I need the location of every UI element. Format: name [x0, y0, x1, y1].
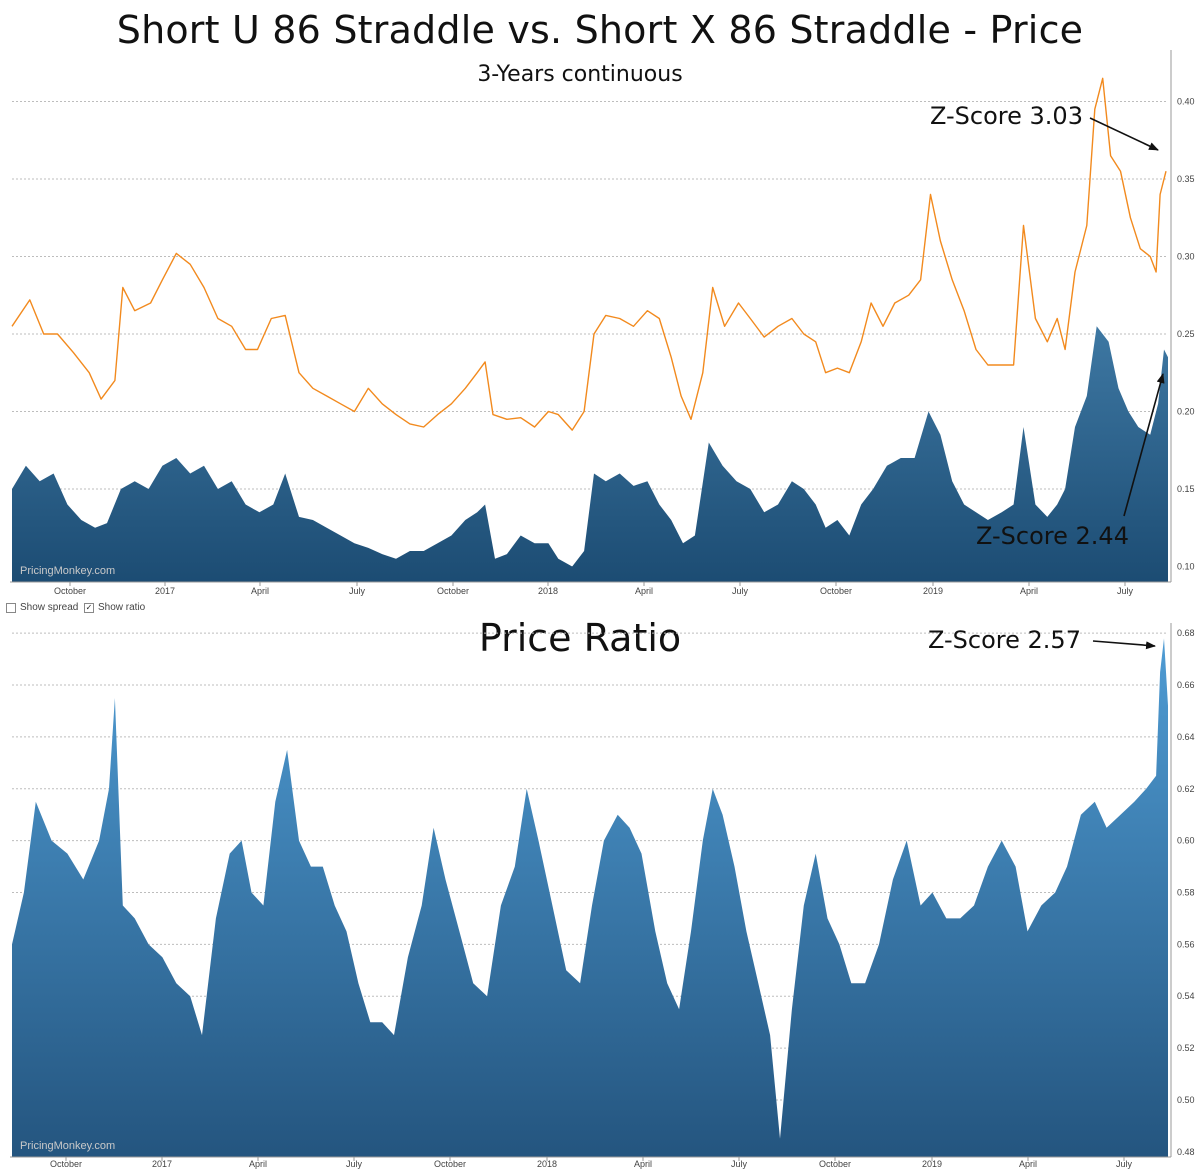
ratio-y-tick-label: 0.58 — [1177, 888, 1195, 898]
price-y-tick-label: 0.35 — [1177, 174, 1195, 184]
price-y-tick-label: 0.15 — [1177, 484, 1195, 494]
ratio-area-series — [12, 638, 1168, 1157]
price-area-series — [12, 326, 1168, 582]
show-ratio-checkbox[interactable]: ✓ — [84, 602, 94, 613]
zscore-ratio-arrow — [1092, 640, 1156, 650]
ratio-x-tick-label: 2019 — [922, 1159, 942, 1169]
ratio-y-tick-label: 0.60 — [1177, 836, 1195, 846]
zscore-x-annotation: Z-Score 2.44 — [976, 522, 1129, 550]
price-x-tick-label: October — [437, 586, 469, 596]
price-x-tick-label: July — [732, 586, 749, 596]
page-subtitle: 3-Years continuous — [477, 62, 683, 87]
price-x-tick-label: April — [1020, 586, 1038, 596]
ratio-y-tick-label: 0.68 — [1177, 628, 1195, 638]
ratio-chart: 0.48 0.50 0.52 0.54 0.56 0.58 0.60 0.62 0.64 0.66… — [10, 623, 1195, 1169]
ratio-y-tick-label: 0.56 — [1177, 939, 1195, 949]
show-spread-checkbox[interactable] — [6, 602, 16, 613]
price-chart: 0.10 0.15 0.20 0.25 0.30 0.35 0.40 October 2017 A… — [10, 50, 1195, 596]
ratio-x-tick-label: July — [1116, 1159, 1133, 1169]
show-spread-label: Show spread — [20, 602, 79, 613]
price-x-tick-label: July — [349, 586, 366, 596]
show-ratio-toggle[interactable]: ✓ Show ratio — [84, 602, 145, 613]
page-title: Short U 86 Straddle vs. Short X 86 Strad… — [116, 8, 1084, 52]
price-x-tick-label: July — [1117, 586, 1134, 596]
ratio-x-tick-label: 2017 — [152, 1159, 172, 1169]
zscore-u-arrow — [1089, 117, 1159, 151]
price-x-tick-label: April — [635, 586, 653, 596]
price-y-tick-label: 0.10 — [1177, 562, 1195, 572]
price-y-tick-label: 0.25 — [1177, 329, 1195, 339]
price-y-tick-label: 0.40 — [1177, 97, 1195, 107]
zscore-u-annotation: Z-Score 3.03 — [930, 102, 1083, 130]
show-ratio-label: Show ratio — [98, 602, 146, 613]
price-watermark: PricingMonkey.com — [20, 565, 115, 577]
ratio-x-tick-label: April — [249, 1159, 267, 1169]
zscore-ratio-annotation: Z-Score 2.57 — [928, 626, 1081, 654]
zscore-x-arrow — [1123, 373, 1165, 517]
price-x-tick-label: October — [54, 586, 86, 596]
ratio-watermark: PricingMonkey.com — [20, 1140, 115, 1152]
price-line-series — [11, 77, 1167, 431]
annotation-arrows — [1089, 117, 1165, 650]
ratio-x-tick-label: 2018 — [537, 1159, 557, 1169]
show-spread-toggle[interactable]: Show spread — [6, 602, 78, 613]
price-y-tick-label: 0.20 — [1177, 407, 1195, 417]
ratio-x-tick-label: October — [434, 1159, 466, 1169]
price-x-tick-label: April — [251, 586, 269, 596]
price-y-tick-label: 0.30 — [1177, 252, 1195, 262]
price-x-tick-label: October — [820, 586, 852, 596]
ratio-y-tick-label: 0.54 — [1177, 991, 1195, 1001]
ratio-chart-title: Price Ratio — [478, 616, 682, 660]
ratio-x-tick-label: July — [346, 1159, 363, 1169]
ratio-y-tick-label: 0.50 — [1177, 1095, 1195, 1105]
ratio-y-tick-label: 0.48 — [1177, 1147, 1195, 1157]
price-x-tick-label: 2017 — [155, 586, 175, 596]
price-x-tick-label: 2018 — [538, 586, 558, 596]
ratio-y-tick-label: 0.62 — [1177, 784, 1195, 794]
ratio-x-tick-label: April — [1019, 1159, 1037, 1169]
ratio-y-tick-label: 0.66 — [1177, 680, 1195, 690]
ratio-x-tick-label: October — [819, 1159, 851, 1169]
ratio-x-tick-label: October — [50, 1159, 82, 1169]
ratio-x-tick-label: April — [634, 1159, 652, 1169]
ratio-x-tick-label: July — [731, 1159, 748, 1169]
price-x-tick-label: 2019 — [923, 586, 943, 596]
ratio-y-tick-label: 0.52 — [1177, 1043, 1195, 1053]
ratio-y-tick-label: 0.64 — [1177, 732, 1195, 742]
